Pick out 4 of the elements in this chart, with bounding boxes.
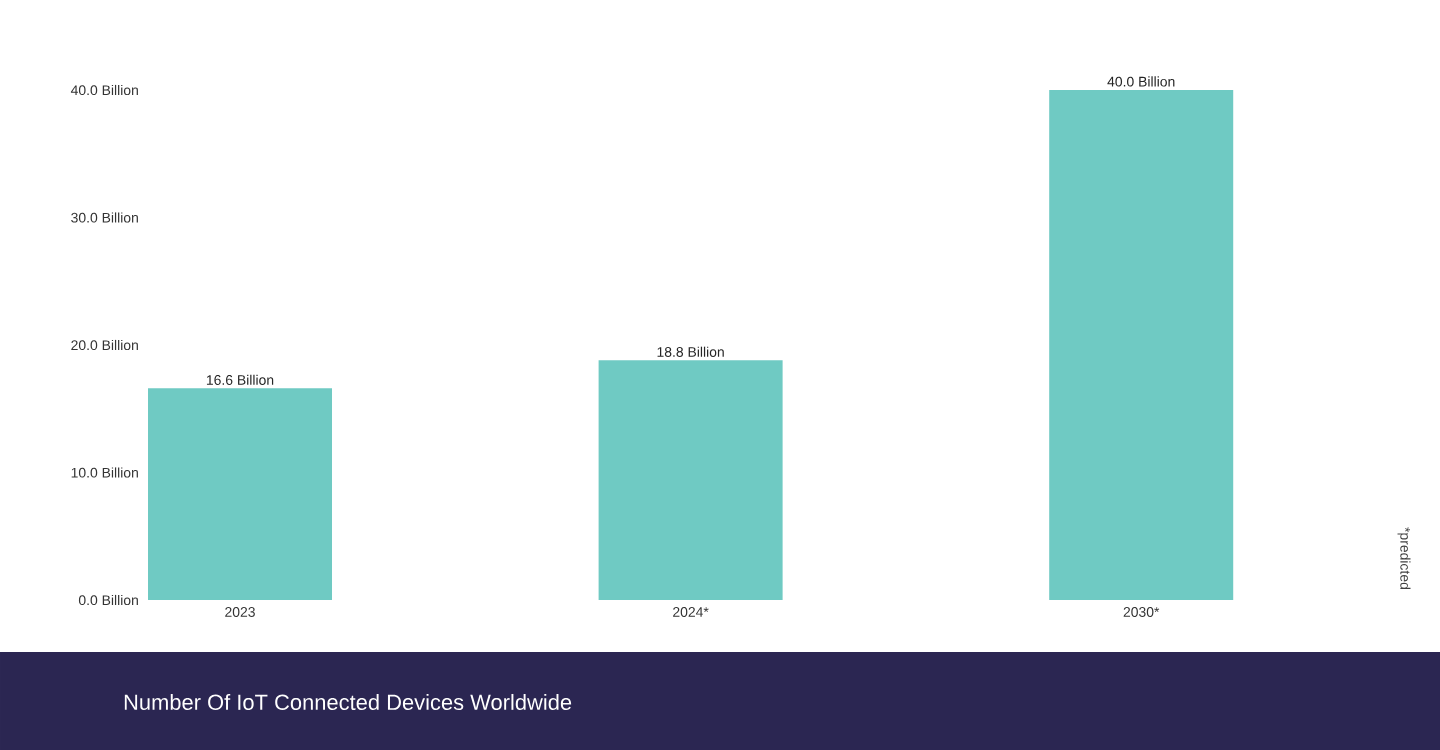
text: Number Of IoT Connected Devices Worldwide (124, 693, 572, 711)
bar (598, 360, 783, 600)
bar (148, 388, 333, 600)
bar (1049, 90, 1234, 600)
